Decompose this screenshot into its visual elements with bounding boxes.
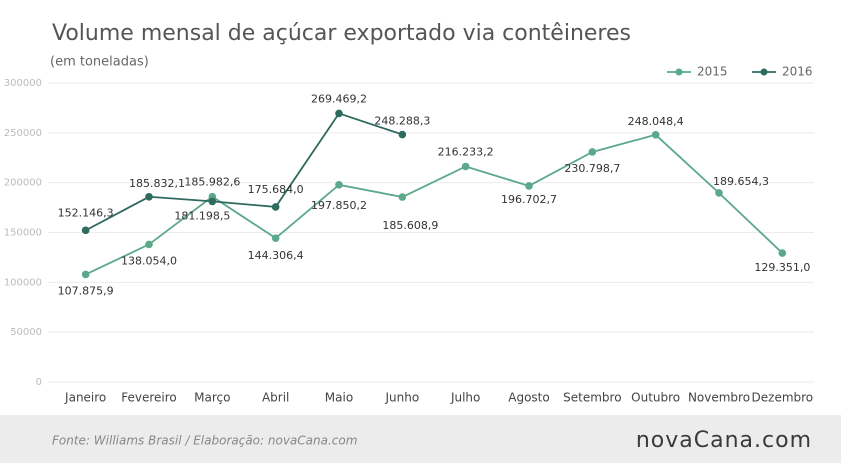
y-tick-label: 300000 [4, 78, 42, 89]
x-tick-label: Dezembro [752, 391, 814, 405]
data-label: 129.351,0 [754, 261, 810, 274]
y-tick-label: 200000 [4, 178, 42, 189]
x-tick-label: Março [194, 391, 230, 405]
data-point [398, 130, 407, 139]
chart-subtitle: (em toneladas) [50, 55, 149, 70]
data-label: 175.684,0 [248, 183, 304, 196]
x-tick-label: Maio [325, 391, 353, 405]
data-label: 185.832,1 [129, 177, 185, 190]
data-point [145, 240, 153, 249]
data-point [778, 249, 787, 257]
data-point [651, 130, 660, 139]
data-label: 138.054,0 [121, 254, 177, 267]
legend-marker [675, 68, 683, 76]
data-point [398, 193, 407, 201]
data-label: 181.198,5 [174, 209, 230, 222]
data-label: 269.469,2 [311, 92, 367, 105]
logo: novaCana.com [636, 428, 812, 453]
y-tick-label: 150000 [4, 228, 42, 239]
legend-label: 2016 [782, 65, 813, 79]
data-point [271, 234, 280, 242]
chart-title: Volume mensal de açúcar exportado via co… [52, 21, 631, 46]
data-label: 107.875,9 [58, 284, 114, 297]
data-label: 144.306,4 [248, 249, 304, 262]
data-label: 197.850,2 [311, 199, 367, 212]
data-point [145, 192, 153, 201]
series-line [85, 112, 403, 232]
data-point [715, 189, 723, 197]
data-point [335, 109, 343, 118]
data-label: 185.982,6 [184, 176, 240, 189]
data-point [588, 148, 597, 156]
data-point [208, 197, 217, 206]
data-label: 152.146,3 [58, 206, 114, 219]
legend-label: 2015 [697, 65, 728, 79]
x-tick-label: Junho [384, 391, 419, 405]
y-tick-label: 100000 [4, 277, 42, 288]
x-tick-label: Outubro [631, 391, 680, 405]
data-point [271, 203, 280, 211]
footer-band [0, 415, 841, 463]
series-line [85, 133, 783, 276]
data-point [335, 181, 343, 189]
data-point [461, 162, 470, 171]
x-tick-label: Julho [450, 391, 480, 405]
data-label: 185.608,9 [382, 219, 438, 232]
data-point [525, 182, 533, 190]
data-label: 196.702,7 [501, 193, 557, 206]
x-tick-label: Novembro [688, 391, 750, 405]
y-tick-label: 0 [36, 377, 42, 388]
x-tick-label: Agosto [508, 391, 549, 405]
x-tick-label: Abril [262, 391, 289, 405]
x-tick-label: Setembro [563, 391, 621, 405]
x-tick-label: Fevereiro [121, 391, 177, 405]
data-label: 248.048,4 [628, 115, 684, 128]
data-label: 216.233,2 [438, 145, 494, 158]
y-tick-label: 50000 [10, 327, 42, 338]
x-tick-label: Janeiro [64, 391, 106, 405]
data-label: 230.798,7 [564, 162, 620, 175]
y-tick-label: 250000 [4, 128, 42, 139]
source: Fonte: Williams Brasil / Elaboração: nov… [52, 434, 357, 448]
data-point [81, 226, 90, 235]
data-label: 189.654,3 [713, 175, 769, 188]
data-point [81, 270, 90, 279]
data-label: 248.288,3 [374, 115, 430, 128]
legend-marker [760, 68, 768, 76]
